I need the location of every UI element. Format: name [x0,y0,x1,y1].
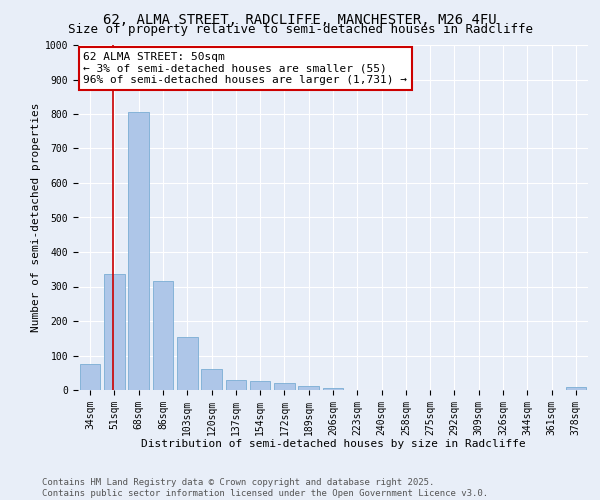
Bar [298,386,319,390]
Bar [152,282,173,390]
Bar [104,274,125,390]
Bar [201,370,222,390]
Bar [80,364,100,390]
Bar [226,380,246,390]
Bar [274,383,295,390]
Bar [177,336,197,390]
Text: 62 ALMA STREET: 50sqm
← 3% of semi-detached houses are smaller (55)
96% of semi-: 62 ALMA STREET: 50sqm ← 3% of semi-detac… [83,52,407,85]
Text: 62, ALMA STREET, RADCLIFFE, MANCHESTER, M26 4FU: 62, ALMA STREET, RADCLIFFE, MANCHESTER, … [103,12,497,26]
Bar [566,387,586,390]
Bar [250,382,271,390]
Y-axis label: Number of semi-detached properties: Number of semi-detached properties [31,103,41,332]
X-axis label: Distribution of semi-detached houses by size in Radcliffe: Distribution of semi-detached houses by … [140,439,526,449]
Text: Size of property relative to semi-detached houses in Radcliffe: Size of property relative to semi-detach… [67,22,533,36]
Bar [323,388,343,390]
Bar [128,112,149,390]
Text: Contains HM Land Registry data © Crown copyright and database right 2025.
Contai: Contains HM Land Registry data © Crown c… [42,478,488,498]
